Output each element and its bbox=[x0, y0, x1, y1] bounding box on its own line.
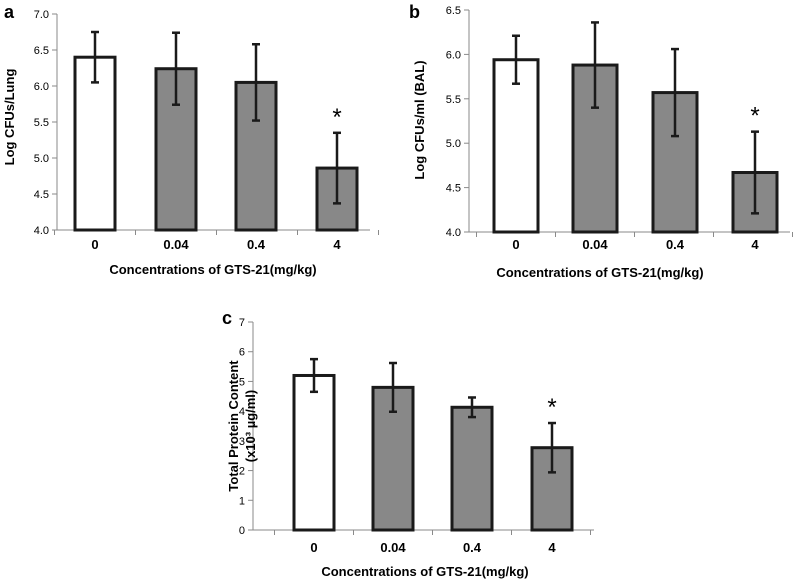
y-tick-label: 6 bbox=[239, 347, 245, 359]
panel-letter: a bbox=[4, 2, 15, 22]
bar-0 bbox=[492, 58, 540, 234]
y-axis-title: Log CFUs/ml (BAL) bbox=[412, 60, 427, 179]
category-label: 4 bbox=[548, 540, 556, 555]
category-label: 0 bbox=[512, 237, 519, 252]
bar-0 bbox=[73, 55, 117, 232]
y-tick-label: 4 bbox=[239, 406, 245, 418]
chart-panel-a: a 4.0 4.5 5.0 5.5 6.0 6.5 7.0 0 0.04 0.4 4 * Concentr… bbox=[2, 2, 379, 277]
category-label: 0.04 bbox=[380, 540, 406, 555]
bar-0.04 bbox=[154, 67, 198, 232]
y-tick-label: 4.5 bbox=[446, 183, 461, 195]
y-axis-title-line: Log CFUs/ml (BAL) bbox=[412, 60, 427, 179]
y-tick-label: 1 bbox=[239, 495, 245, 507]
chart-panel-b: b 4.0 4.5 5.0 5.5 6.0 6.5 0 0.04 0.4 4 * Concentrati… bbox=[409, 2, 793, 280]
y-axis-title-line: Log CFUs/Lung bbox=[2, 69, 17, 166]
y-tick-label: 5.5 bbox=[34, 117, 49, 129]
y-tick-label: 4.5 bbox=[34, 189, 49, 201]
category-label: 0 bbox=[310, 540, 317, 555]
y-tick-label: 0 bbox=[239, 525, 245, 537]
y-tick-label: 6.5 bbox=[34, 45, 49, 57]
y-tick-label: 5.0 bbox=[446, 138, 461, 150]
x-axis-title: Concentrations of GTS-21(mg/kg) bbox=[496, 265, 703, 280]
y-tick-label: 4.0 bbox=[34, 225, 49, 237]
y-tick-label: 7.0 bbox=[34, 9, 49, 21]
y-tick-label: 5 bbox=[239, 376, 245, 388]
x-axis-title: Concentrations of GTS-21(mg/kg) bbox=[109, 262, 316, 277]
y-tick-label: 6.0 bbox=[34, 81, 49, 93]
y-tick-label: 7 bbox=[239, 317, 245, 329]
y-tick-label: 6.0 bbox=[446, 49, 461, 61]
x-axis-title: Concentrations of GTS-21(mg/kg) bbox=[321, 564, 528, 579]
category-label: 0.04 bbox=[163, 237, 189, 252]
significance-mark: * bbox=[332, 104, 341, 131]
y-tick-label: 4.0 bbox=[446, 227, 461, 239]
y-tick-label: 5.0 bbox=[34, 153, 49, 165]
y-tick-label: 2 bbox=[239, 466, 245, 478]
y-axis-title-line: (x10³ µg/ml) bbox=[243, 390, 258, 463]
category-label: 0.04 bbox=[582, 237, 608, 252]
category-label: 0.4 bbox=[463, 540, 482, 555]
chart-panel-c: c 0 1 2 3 4 5 6 7 0 0.04 0.4 4 * Concentrations of GTS… bbox=[222, 308, 594, 579]
y-axis-title-line: Total Protein Content bbox=[226, 360, 241, 492]
y-axis-title: Total Protein Content (x10³ µg/ml) bbox=[226, 360, 258, 492]
significance-mark: * bbox=[750, 103, 759, 130]
category-label: 4 bbox=[333, 237, 341, 252]
bar-0.4 bbox=[450, 405, 494, 532]
y-tick-label: 6.5 bbox=[446, 5, 461, 17]
significance-mark: * bbox=[547, 394, 556, 421]
y-tick-label: 5.5 bbox=[446, 94, 461, 106]
category-label: 0.4 bbox=[247, 237, 266, 252]
panel-letter: b bbox=[409, 2, 420, 22]
category-label: 0 bbox=[91, 237, 98, 252]
category-label: 0.4 bbox=[666, 237, 685, 252]
panel-letter: c bbox=[222, 308, 232, 328]
bar-0 bbox=[292, 373, 336, 532]
y-axis-title: Log CFUs/Lung bbox=[2, 69, 17, 166]
category-label: 4 bbox=[751, 237, 759, 252]
y-tick-label: 3 bbox=[239, 436, 245, 448]
